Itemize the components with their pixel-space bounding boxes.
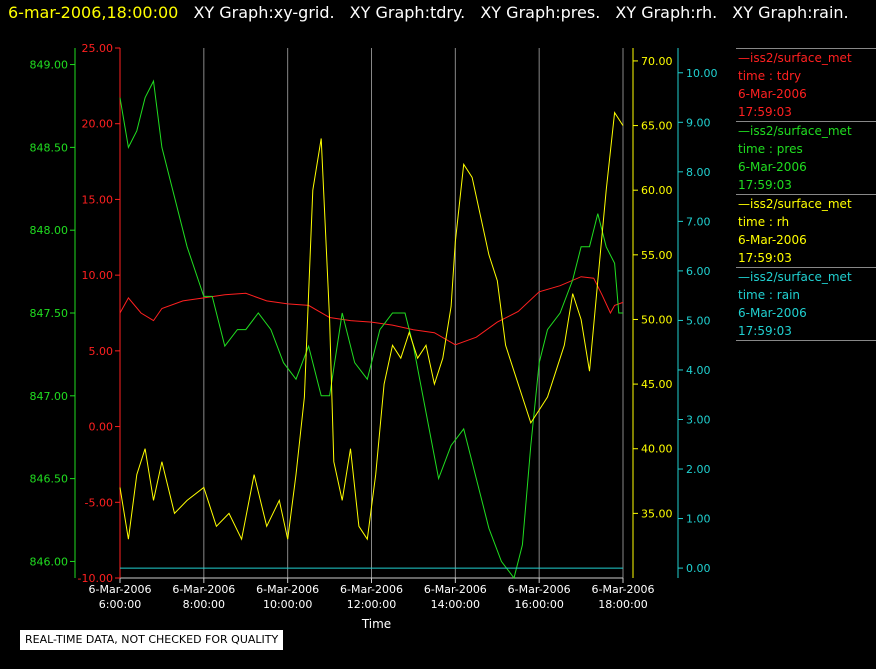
legend-time: 17:59:03 <box>738 251 792 265</box>
x-tick-label-date: 6-Mar-2006 <box>340 583 403 596</box>
chart-legend: —iss2/surface_met time : tdry 6-Mar-2006… <box>736 48 876 341</box>
x-tick-label-date: 6-Mar-2006 <box>508 583 571 596</box>
y-tick-label-rain: 5.00 <box>686 314 711 327</box>
graph-title-pres: XY Graph:pres. <box>480 3 601 22</box>
y-tick-label-rain: 7.00 <box>686 215 711 228</box>
legend-entry-tdry: —iss2/surface_met time : tdry 6-Mar-2006… <box>736 48 876 121</box>
legend-date: 6-Mar-2006 <box>738 306 807 320</box>
y-tick-label-rh: 50.00 <box>641 313 673 326</box>
y-tick-label-rh: 55.00 <box>641 249 673 262</box>
legend-time: 17:59:03 <box>738 105 792 119</box>
y-tick-label-tdry: 5.00 <box>89 345 114 358</box>
legend-date: 6-Mar-2006 <box>738 233 807 247</box>
series-line-rh <box>119 111 624 541</box>
x-tick-label-time: 14:00:00 <box>431 598 480 611</box>
y-tick-label-pres: 849.00 <box>30 59 69 72</box>
legend-date: 6-Mar-2006 <box>738 87 807 101</box>
y-tick-label-rain: 8.00 <box>686 166 711 179</box>
legend-source: —iss2/surface_met <box>738 270 852 284</box>
x-tick-label-time: 12:00:00 <box>347 598 396 611</box>
y-tick-label-rh: 35.00 <box>641 507 673 520</box>
y-tick-label-tdry: 10.00 <box>82 269 114 282</box>
legend-entry-rain: —iss2/surface_met time : rain 6-Mar-2006… <box>736 267 876 341</box>
legend-entry-pres: —iss2/surface_met time : pres 6-Mar-2006… <box>736 121 876 194</box>
y-tick-label-tdry: -10.00 <box>78 572 113 585</box>
legend-variable: time : rain <box>738 288 801 302</box>
y-tick-label-tdry: 20.00 <box>82 118 114 131</box>
y-tick-label-pres: 847.00 <box>30 390 69 403</box>
y-tick-label-rh: 60.00 <box>641 184 673 197</box>
y-tick-label-rain: 10.00 <box>686 67 718 80</box>
graph-title-rain: XY Graph:rain. <box>732 3 849 22</box>
y-tick-label-rain: 4.00 <box>686 364 711 377</box>
y-tick-label-pres: 847.50 <box>30 307 69 320</box>
y-tick-label-pres: 848.00 <box>30 224 69 237</box>
graph-title-tdry: XY Graph:tdry. <box>349 3 466 22</box>
x-axis-label: Time <box>361 617 391 631</box>
y-tick-label-tdry: -5.00 <box>85 496 113 509</box>
y-tick-label-rh: 45.00 <box>641 378 673 391</box>
quality-notice: REAL-TIME DATA, NOT CHECKED FOR QUALITY <box>20 630 284 650</box>
x-tick-label-date: 6-Mar-2006 <box>592 583 655 596</box>
x-tick-label-date: 6-Mar-2006 <box>424 583 487 596</box>
x-tick-label-time: 18:00:00 <box>598 598 647 611</box>
y-tick-label-rain: 9.00 <box>686 116 711 129</box>
y-tick-label-rh: 65.00 <box>641 120 673 133</box>
legend-time: 17:59:03 <box>738 324 792 338</box>
graph-title-rh: XY Graph:rh. <box>615 3 718 22</box>
y-tick-label-tdry: 15.00 <box>82 193 114 206</box>
y-tick-label-tdry: 25.00 <box>82 42 114 55</box>
y-tick-label-rain: 3.00 <box>686 413 711 426</box>
x-tick-label-time: 6:00:00 <box>99 598 141 611</box>
legend-variable: time : tdry <box>738 69 802 83</box>
x-tick-label-date: 6-Mar-2006 <box>256 583 319 596</box>
series-line-tdry <box>119 276 624 346</box>
x-tick-label-date: 6-Mar-2006 <box>172 583 235 596</box>
x-tick-label-time: 16:00:00 <box>514 598 563 611</box>
y-tick-label-pres: 848.50 <box>30 141 69 154</box>
legend-time: 17:59:03 <box>738 178 792 192</box>
y-tick-label-pres: 846.00 <box>30 555 69 568</box>
legend-variable: time : rh <box>738 215 790 229</box>
legend-entry-rh: —iss2/surface_met time : rh 6-Mar-2006 1… <box>736 194 876 267</box>
header-timestamp: 6-mar-2006,18:00:00 <box>8 3 179 22</box>
y-tick-label-pres: 846.50 <box>30 473 69 486</box>
y-tick-label-rain: 2.00 <box>686 463 711 476</box>
x-tick-label-time: 10:00:00 <box>263 598 312 611</box>
legend-source: —iss2/surface_met <box>738 51 852 65</box>
graph-title-xy-grid: XY Graph:xy-grid. <box>193 3 335 22</box>
y-tick-label-rain: 0.00 <box>686 562 711 575</box>
legend-variable: time : pres <box>738 142 803 156</box>
legend-source: —iss2/surface_met <box>738 124 852 138</box>
chart-header: 6-mar-2006,18:00:00 XY Graph:xy-grid. XY… <box>8 2 859 26</box>
y-tick-label-rh: 40.00 <box>641 443 673 456</box>
legend-source: —iss2/surface_met <box>738 197 852 211</box>
y-tick-label-tdry: 0.00 <box>89 421 114 434</box>
y-tick-label-rh: 70.00 <box>641 55 673 68</box>
y-tick-label-rain: 1.00 <box>686 513 711 526</box>
legend-date: 6-Mar-2006 <box>738 160 807 174</box>
y-tick-label-rain: 6.00 <box>686 265 711 278</box>
x-tick-label-time: 8:00:00 <box>183 598 225 611</box>
x-tick-label-date: 6-Mar-2006 <box>89 583 152 596</box>
series-line-pres <box>119 79 623 580</box>
